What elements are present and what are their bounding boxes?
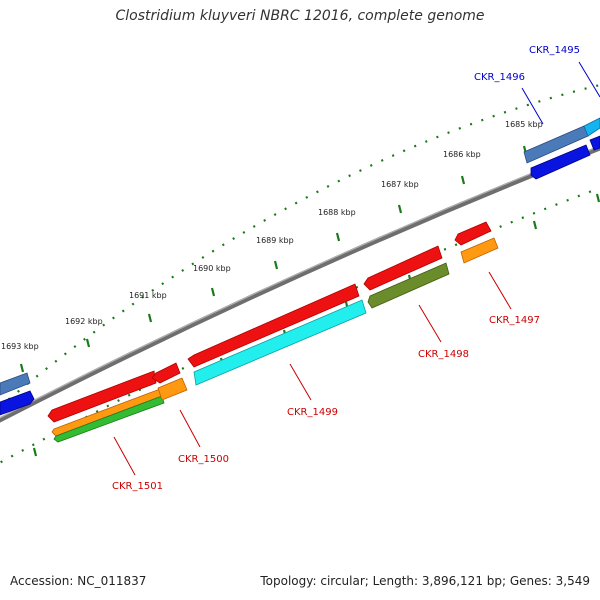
major-tick — [273, 260, 279, 270]
gene-ckr-1497-red — [454, 221, 492, 246]
major-tick — [335, 232, 341, 242]
gene-label-reverse[interactable]: CKR_1500 — [178, 454, 229, 465]
gene-ckr-1499-red — [187, 283, 360, 368]
major-tick — [595, 193, 600, 203]
major-tick — [210, 287, 216, 297]
gene-ckr-1500-orange — [157, 377, 188, 401]
gene-ckr-1499-cyan — [193, 299, 367, 386]
gene-ckr-1496-blue — [530, 144, 591, 180]
gene-label-reverse[interactable]: CKR_1498 — [418, 349, 469, 360]
major-tick — [397, 204, 403, 214]
genome-backbone-highlight — [0, 145, 600, 419]
gene-ckr-1498-olive — [367, 262, 450, 309]
major-tick — [19, 363, 25, 373]
gene-ckr-1495-blue — [589, 135, 600, 151]
gene-label-forward[interactable]: CKR_1496 — [474, 72, 525, 83]
major-tick — [85, 338, 91, 348]
gene-label-reverse[interactable]: CKR_1497 — [489, 315, 540, 326]
major-tick — [460, 175, 466, 185]
scale-label: 1692 kbp — [65, 317, 103, 326]
outer-tick-ring — [0, 83, 600, 409]
major-tick — [147, 313, 153, 323]
major-tick — [32, 447, 38, 457]
map-title: Clostridium kluyveri NBRC 12016, complet… — [115, 8, 485, 24]
scale-label: 1690 kbp — [193, 264, 231, 273]
leader-ckr-1501 — [113, 436, 136, 476]
leader-ckr-1496 — [521, 87, 544, 125]
scale-label: 1693 kbp — [1, 342, 39, 351]
gene-label-reverse[interactable]: CKR_1499 — [287, 407, 338, 418]
gene-label-reverse[interactable]: CKR_1501 — [112, 481, 163, 492]
leader-ckr-1499 — [289, 363, 312, 401]
gene-ckr-1501-green — [53, 395, 165, 443]
genome-summary: Topology: circular; Length: 3,896,121 bp… — [260, 574, 590, 588]
scale-label: 1685 kbp — [505, 120, 543, 129]
scale-label: 1691 kbp — [129, 291, 167, 300]
gene-ckr-1497-orange — [460, 237, 499, 264]
leader-ckr-1497 — [488, 271, 512, 310]
gene-left-blue — [0, 390, 35, 416]
gene-ckr-1501-red — [47, 370, 157, 423]
scale-label: 1688 kbp — [318, 208, 356, 217]
accession-info: Accession: NC_011837 — [10, 574, 147, 588]
gene-ckr-1495-sky — [583, 117, 600, 137]
genome-backbone — [0, 145, 600, 423]
scale-label: 1689 kbp — [256, 236, 294, 245]
scale-label: 1687 kbp — [381, 180, 419, 189]
scale-label: 1686 kbp — [443, 150, 481, 159]
major-tick — [532, 220, 538, 230]
gene-ckr-1500-red — [151, 362, 181, 384]
leader-ckr-1498 — [418, 304, 442, 343]
leader-ckr-1495 — [578, 61, 600, 98]
leader-ckr-1500 — [179, 409, 201, 448]
gene-left-steelblue — [0, 372, 31, 396]
gene-label-forward[interactable]: CKR_1495 — [529, 45, 580, 56]
gene-ckr-1498-red — [363, 245, 443, 291]
